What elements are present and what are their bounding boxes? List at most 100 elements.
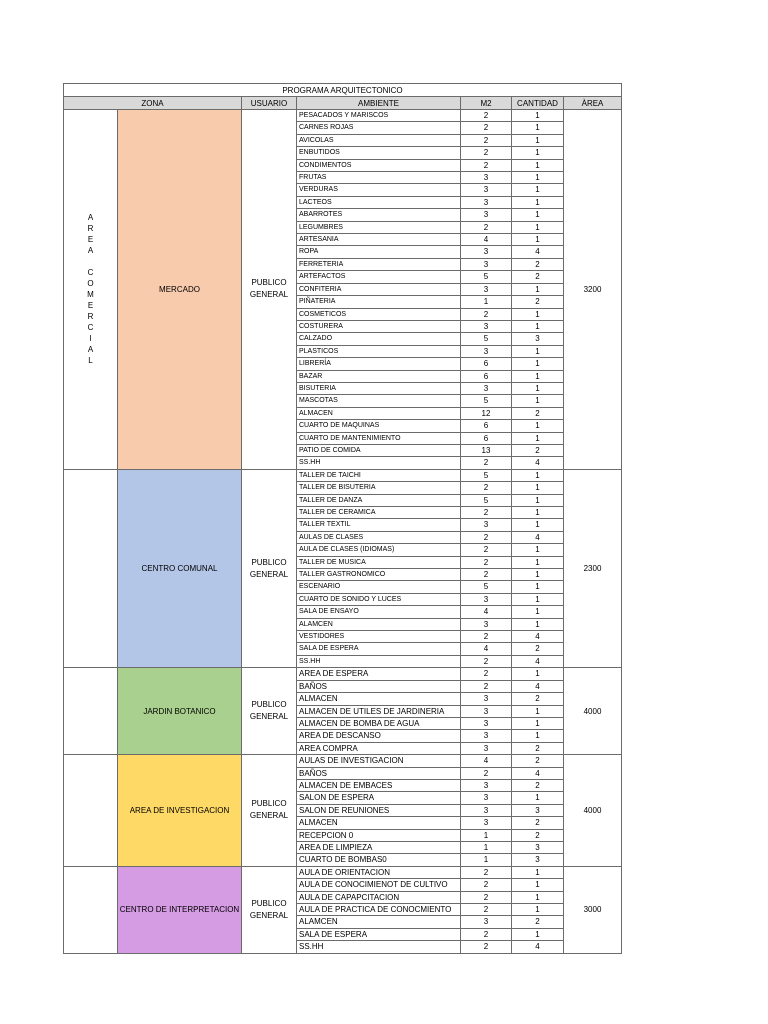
- user-line-1: PUBLICO: [251, 700, 287, 710]
- ambiente-cell: AREA DE ESPERA: [296, 667, 461, 681]
- ambiente-cell: ENBUTIDOS: [296, 146, 461, 160]
- cantidad-cell: 1: [511, 381, 564, 396]
- cantidad-cell: 1: [511, 729, 564, 743]
- m2-cell: 2: [460, 630, 512, 644]
- cantidad-cell: 1: [511, 233, 564, 247]
- cantidad-cell: 2: [511, 754, 564, 768]
- m2-cell: 3: [460, 319, 512, 334]
- m2-cell: 5: [460, 394, 512, 408]
- cantidad-cell: 1: [511, 555, 564, 570]
- ambiente-cell: PATIO DE COMIDA: [296, 443, 461, 458]
- ambiente-cell: ARTESANIA: [296, 233, 461, 247]
- cantidad-cell: 2: [511, 778, 564, 793]
- table-row: CENTRO DE INTERPRETACION PUBLICO GENERAL AU…: [63, 865, 623, 954]
- m2-cell: 3: [460, 195, 512, 210]
- cantidad-cell: 4: [511, 456, 564, 470]
- zone-mercado: MERCADO: [117, 109, 242, 470]
- m2-cell: 3: [460, 729, 512, 743]
- ambiente-cell: TALLER DE MUSICA: [296, 555, 461, 570]
- m2-cell: 2: [460, 902, 512, 917]
- m2-cell: 3: [460, 518, 512, 532]
- header-area: ÀREA: [562, 96, 623, 110]
- cantidad-cell: 1: [511, 902, 564, 917]
- ambiente-cell: SALA DE ESPERA: [296, 927, 461, 942]
- cantidad-cell: 1: [511, 493, 564, 508]
- ambiente-cell: TALLER TEXTIL: [296, 518, 461, 532]
- m2-cell: 5: [460, 270, 512, 284]
- cantidad-cell: 1: [511, 282, 564, 297]
- table-row: CUARTO DE SONIDO Y LUCES 3 1: [64, 592, 622, 607]
- m2-cell: 3: [460, 791, 512, 805]
- ambiente-cell: ALMACEN: [296, 816, 461, 830]
- ambiente-cell: FERRETERIA: [296, 257, 461, 272]
- ambiente-cell: SALA DE ESPERA: [296, 642, 461, 656]
- table-row: CUARTO DE MANTENIMIENTO 6 1: [64, 431, 622, 445]
- ambiente-cell: BAÑOS: [296, 679, 461, 694]
- cantidad-cell: 3: [511, 853, 564, 867]
- m2-cell: 12: [460, 406, 512, 421]
- table-row: AULAS DE CLASES 2 4: [64, 530, 622, 545]
- cantidad-cell: 1: [511, 667, 564, 681]
- ambiente-cell: AREA DE LIMPIEZA: [296, 840, 461, 855]
- m2-cell: 4: [460, 233, 512, 247]
- table-row: AULA DE PRACTICA DE CONOCMIENTO 2 1: [64, 902, 622, 917]
- table-row: SS.HH 2 4: [64, 456, 622, 470]
- cantidad-cell: 1: [511, 133, 564, 148]
- m2-cell: 3: [460, 208, 512, 222]
- ambiente-cell: LACTEOS: [296, 195, 461, 210]
- cantidad-cell: 1: [511, 183, 564, 197]
- category-empty-cell: [63, 667, 118, 756]
- m2-cell: 3: [460, 381, 512, 396]
- user-cell: PUBLICO GENERAL: [241, 667, 297, 756]
- ambiente-cell: BAZAR: [296, 369, 461, 383]
- ambiente-cell: MASCOTAS: [296, 394, 461, 408]
- table-row: TALLER DE CERAMICA 2 1: [64, 505, 622, 520]
- area-total-cell: 3200: [562, 109, 623, 470]
- cantidad-cell: 1: [511, 307, 564, 321]
- table-row: CUARTO DE MAQUINAS 6 1: [64, 419, 622, 433]
- cantidad-cell: 4: [511, 679, 564, 694]
- table-row: ESCENARIO 5 1: [64, 580, 622, 594]
- m2-cell: 2: [460, 890, 512, 905]
- cantidad-cell: 2: [511, 741, 564, 756]
- cantidad-cell: 1: [511, 580, 564, 594]
- table-row: TALLER DE BISUTERIA 2 1: [64, 481, 622, 495]
- ambiente-cell: AULA DE ORIENTACION: [296, 865, 461, 880]
- cantidad-cell: 2: [511, 692, 564, 706]
- ambiente-cell: AREA COMPRA: [296, 741, 461, 756]
- m2-cell: 2: [460, 108, 512, 123]
- ambiente-cell: SS.HH: [296, 940, 461, 954]
- ambiente-cell: LEGUMBRES: [296, 220, 461, 235]
- cantidad-cell: 1: [511, 704, 564, 718]
- m2-cell: 3: [460, 171, 512, 185]
- architectural-program-table: PROGRAMA ARQUITECTONICO ZONA USUARIO AMB…: [62, 83, 623, 954]
- cantidad-cell: 1: [511, 146, 564, 160]
- area-total-cell: 3000: [562, 865, 623, 954]
- cantidad-cell: 1: [511, 468, 564, 483]
- cantidad-cell: 1: [511, 419, 564, 433]
- ambiente-cell: SS.HH: [296, 456, 461, 470]
- ambiente-cell: AULAS DE INVESTIGACION: [296, 754, 461, 768]
- cantidad-cell: 2: [511, 816, 564, 830]
- m2-cell: 6: [460, 419, 512, 433]
- category-empty-cell: [63, 865, 118, 954]
- user-line-2: GENERAL: [249, 811, 289, 821]
- m2-cell: 3: [460, 716, 512, 731]
- area-total-cell: 4000: [562, 754, 623, 867]
- table-row: SALA DE ESPERA 2 1: [64, 927, 622, 942]
- m2-cell: 3: [460, 704, 512, 718]
- m2-cell: 4: [460, 754, 512, 768]
- ambiente-cell: ALMACEN DE EMBACES: [296, 778, 461, 793]
- cantidad-cell: 4: [511, 940, 564, 954]
- table-row: VERDURAS 3 1: [64, 183, 622, 197]
- user-cell: PUBLICO GENERAL: [241, 468, 297, 669]
- ambiente-cell: ALAMCEN: [296, 915, 461, 929]
- cantidad-cell: 1: [511, 518, 564, 532]
- cantidad-cell: 2: [511, 406, 564, 421]
- m2-cell: 2: [460, 865, 512, 880]
- cantidad-cell: 1: [511, 121, 564, 135]
- cantidad-cell: 1: [511, 220, 564, 235]
- table-row: FERRETERIA 3 2: [64, 257, 622, 272]
- ambiente-cell: ALMACEN DE UTILES DE JARDINERIA: [296, 704, 461, 718]
